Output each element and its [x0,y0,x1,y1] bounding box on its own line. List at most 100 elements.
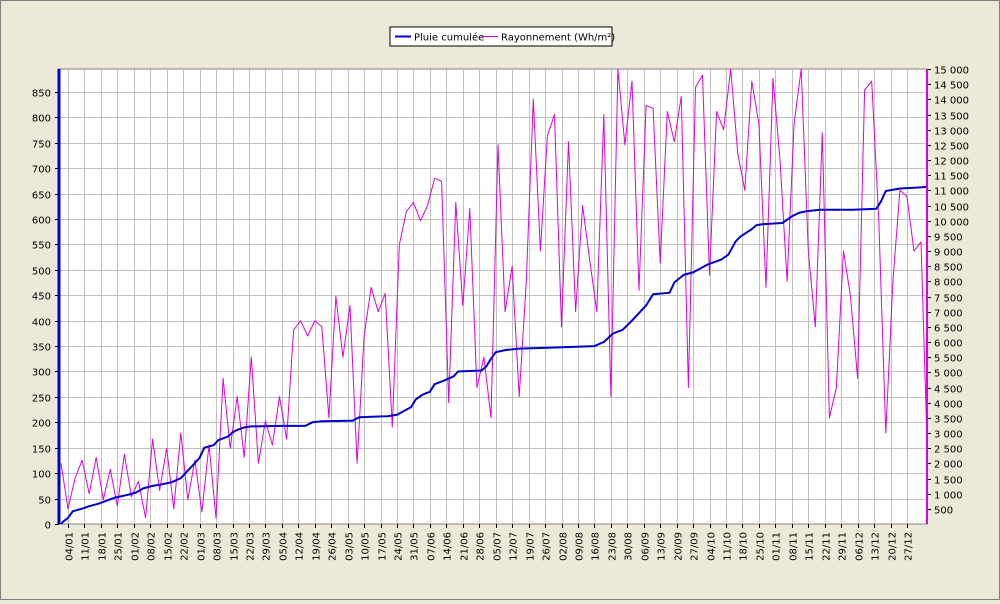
right-tick-label: 7 500 [934,294,963,305]
right-tick-label: 6 500 [934,324,963,335]
plot-area [58,68,928,525]
right-tick-label: 6 000 [934,339,963,350]
x-tick-label: 05/07 [493,532,504,561]
left-tick-label: 50 [38,496,51,507]
x-tick-label: 12/04 [295,532,306,561]
x-tick-label: 27/09 [690,532,701,561]
right-tick-label: 14 000 [934,96,969,107]
left-tick-label: 750 [32,140,51,151]
x-tick-label: 18/01 [98,532,109,561]
x-tick-label: 19/04 [312,532,323,561]
right-tick-label: 5 000 [934,369,963,380]
left-tick-label: 0 [45,521,51,532]
left-tick-label: 500 [32,267,51,278]
right-tick-label: 1 000 [934,491,963,502]
x-tick-label: 11/01 [81,532,92,561]
left-tick-label: 200 [32,419,51,430]
x-tick-label: 17/05 [378,532,389,561]
x-axis: 04/01 11/01 18/01 25/01 01/02 08/02 15/02 22/02… [65,524,915,561]
right-tick-label: 15 000 [934,66,969,77]
right-tick-label: 12 000 [934,157,969,168]
x-tick-label: 24/05 [394,532,405,561]
left-tick-label: 600 [32,216,51,227]
left-tick-label: 800 [32,114,51,125]
x-tick-label: 25/10 [756,532,767,561]
left-tick-label: 550 [32,241,51,252]
x-tick-label: 08/11 [789,532,800,561]
x-tick-label: 08/02 [147,532,158,561]
right-tick-label: 8 000 [934,278,963,289]
x-tick-label: 08/03 [213,532,224,561]
right-tick-label: 12 500 [934,142,969,153]
x-tick-label: 28/06 [476,532,487,561]
x-tick-label: 12/07 [509,532,520,561]
x-tick-label: 26/07 [542,532,553,561]
right-tick-label: 13 500 [934,112,969,123]
x-tick-label: 23/08 [608,532,619,561]
right-tick-label: 9 500 [934,233,963,244]
right-tick-label: 8 500 [934,263,963,274]
right-tick-label: 2 000 [934,460,963,471]
x-tick-label: 16/08 [591,532,602,561]
left-tick-label: 250 [32,394,51,405]
left-tick-label: 850 [32,89,51,100]
right-tick-label: 9 000 [934,248,963,259]
left-tick-label: 300 [32,368,51,379]
right-tick-label: 3 500 [934,415,963,426]
x-tick-label: 20/12 [888,532,899,561]
right-tick-label: 11 500 [934,172,969,183]
left-tick-label: 400 [32,318,51,329]
left-tick-label: 650 [32,191,51,202]
x-tick-label: 25/01 [114,532,125,561]
right-tick-label: 11 000 [934,187,969,198]
x-tick-label: 19/07 [526,532,537,561]
x-tick-label: 22/03 [246,532,257,561]
right-tick-label: 1 500 [934,476,963,487]
x-tick-label: 06/09 [641,532,652,561]
x-tick-label: 09/08 [575,532,586,561]
x-tick-label: 14/06 [443,532,454,561]
x-tick-label: 15/02 [164,532,175,561]
right-tick-label: 13 000 [934,127,969,138]
right-tick-label: 10 000 [934,218,969,229]
left-tick-label: 100 [32,470,51,481]
left-tick-label: 700 [32,165,51,176]
x-tick-label: 11/10 [723,532,734,561]
right-tick-label: 5 500 [934,354,963,365]
legend-box [389,26,613,47]
right-tick-label: 10 500 [934,203,969,214]
x-tick-label: 01/03 [197,532,208,561]
x-tick-label: 27/12 [904,532,915,561]
x-tick-label: 20/09 [674,532,685,561]
x-tick-label: 15/11 [805,532,816,561]
x-tick-label: 07/06 [427,532,438,561]
x-tick-label: 06/12 [855,532,866,561]
right-tick-label: 2 500 [934,445,963,456]
right-tick-label: 4 000 [934,400,963,411]
x-tick-label: 01/11 [772,532,783,561]
right-tick-label: 7 000 [934,309,963,320]
x-tick-label: 01/02 [131,532,142,561]
x-tick-label: 30/08 [624,532,635,561]
x-tick-label: 04/10 [707,532,718,561]
x-tick-label: 10/05 [361,532,372,561]
left-axis: 0 50 100 150 200 250 300 350 400 450 500 550 600 650 7… [32,89,59,532]
x-tick-label: 29/03 [262,532,273,561]
x-tick-label: 13/12 [871,532,882,561]
x-tick-label: 22/02 [180,532,191,561]
x-tick-label: 15/03 [230,532,241,561]
x-tick-label: 05/04 [279,532,290,561]
left-tick-label: 450 [32,292,51,303]
x-tick-label: 31/05 [410,532,421,561]
right-tick-label: 4 500 [934,385,963,396]
x-tick-label: 02/08 [559,532,570,561]
x-tick-label: 29/11 [838,532,849,561]
right-tick-label: 500 [934,506,953,517]
x-tick-label: 04/01 [65,532,76,561]
right-axis: 500 1 000 1 500 2 000 2 500 3 000 3 500 4 000 4 … [927,66,969,517]
x-tick-label: 22/11 [822,532,833,561]
left-tick-label: 150 [32,445,51,456]
right-tick-label: 3 000 [934,430,963,441]
legend-label-rayonnement: Rayonnement (Wh/m²) [501,33,615,44]
